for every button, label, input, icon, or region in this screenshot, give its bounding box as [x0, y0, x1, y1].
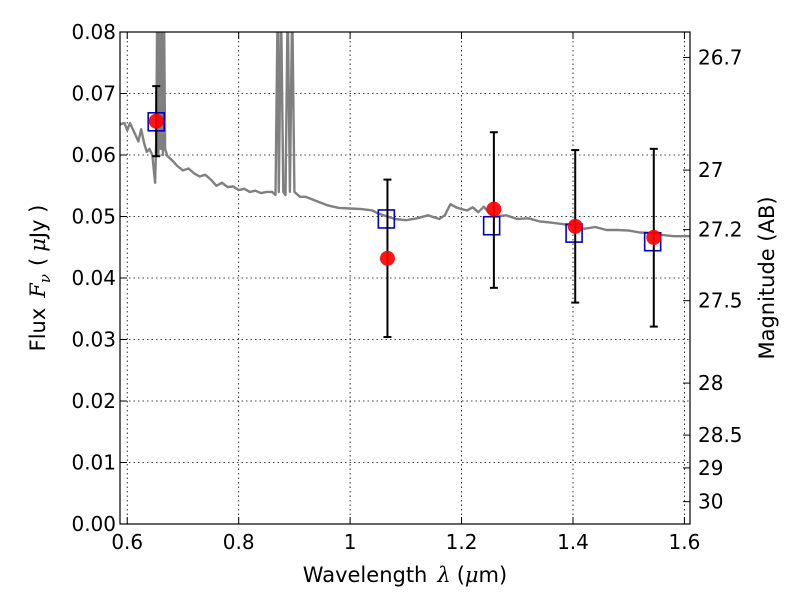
y2-axis-label: Magnitude (AB): [755, 196, 779, 359]
observed-flux-point: [379, 250, 395, 266]
y-tick-label: 0.06: [71, 143, 116, 167]
observed-flux-point: [148, 113, 164, 129]
observed-flux-point: [567, 218, 583, 234]
x-tick-label: 1.2: [446, 530, 478, 554]
y-tick-label: 0.03: [71, 328, 116, 352]
synthetic-flux-square: [482, 215, 501, 236]
y-tick-label: 0.02: [71, 389, 116, 413]
synthetic-flux-square: [377, 209, 396, 229]
y-tick-label: 0.00: [71, 512, 116, 536]
x-axis-label: Wavelength λ (μm): [303, 563, 507, 587]
x-tick-label: 1.4: [557, 530, 589, 554]
mag-tick-label: 26.7: [698, 45, 743, 69]
y-tick-label: 0.08: [71, 20, 116, 44]
mag-tick-label: 27.5: [698, 289, 743, 313]
mag-tick-label: 28: [698, 371, 723, 395]
ticks: 0.6 0.8 1 1.2 1.4 1.6 0.00 0.01 0.02 0.03 0.04 0.05…: [71, 20, 742, 554]
x-tick-label: 1.6: [669, 530, 701, 554]
mag-tick-label: 28.5: [698, 423, 743, 447]
grid: [120, 31, 690, 525]
observed-flux-point: [486, 201, 502, 217]
model-spectrum-line: [120, 32, 690, 238]
y-axis-label: FluxFν(μJy ): [26, 205, 54, 352]
observed-flux-point: [646, 229, 662, 245]
mag-tick-label: 27.2: [698, 218, 743, 242]
plot-area: [120, 32, 690, 339]
mag-tick-label: 27: [698, 158, 723, 182]
mag-tick-label: 29: [698, 456, 723, 480]
y-tick-label: 0.01: [71, 451, 116, 475]
y-tick-label: 0.04: [71, 266, 116, 290]
y-tick-label: 0.05: [71, 205, 116, 229]
x-tick-label: 1: [344, 530, 357, 554]
y-tick-label: 0.07: [71, 82, 116, 106]
x-tick-label: 0.8: [223, 530, 255, 554]
mag-tick-label: 30: [698, 490, 723, 514]
x-tick-label: 0.6: [111, 530, 143, 554]
